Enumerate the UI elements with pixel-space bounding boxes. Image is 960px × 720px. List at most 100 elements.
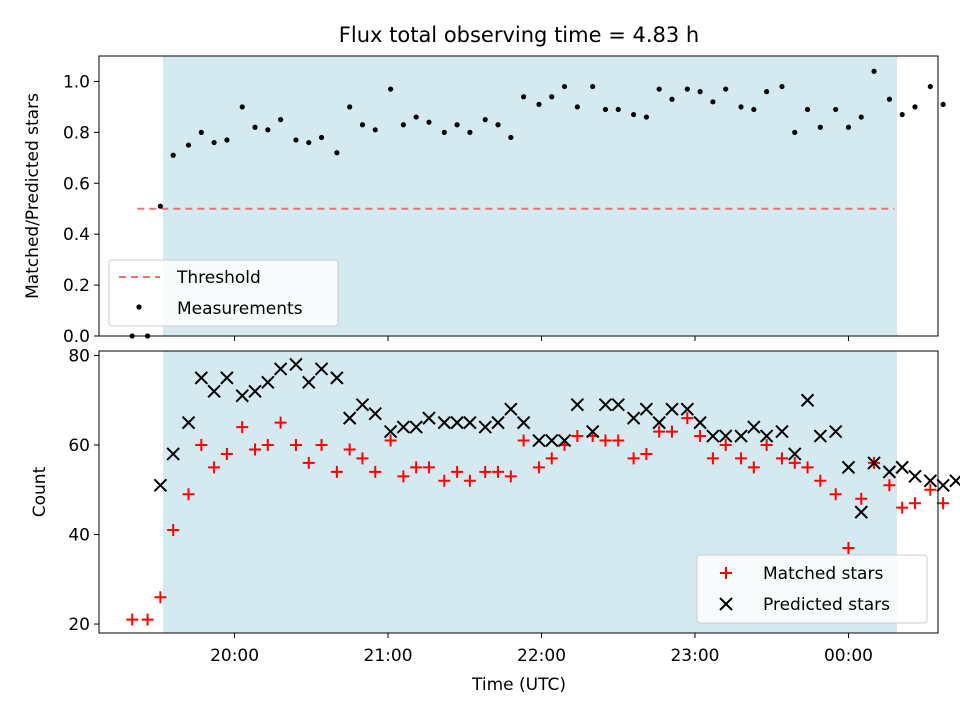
predicted-star-point [330, 371, 344, 385]
predicted-star-point [355, 398, 370, 412]
predicted-star-point [800, 393, 815, 407]
count-axis-ticks: 20 40 60 80 20:00 21:00 22:00 23:00 00:00 [68, 346, 873, 666]
predicted-star-point [854, 505, 868, 519]
count-axes-frame [98, 350, 939, 634]
matched-star-point [829, 488, 842, 501]
matched-star-point [532, 461, 545, 474]
x-tick-label: 00:00 [824, 646, 873, 666]
predicted-star-point [680, 402, 695, 416]
ratio-legend: Threshold Measurements [108, 259, 339, 327]
measurement-point [400, 122, 406, 128]
measurement-point [669, 96, 675, 102]
predicted-star-point [383, 424, 398, 439]
ratio-y-axis-label: Matched/Predicted stars [23, 93, 43, 299]
measurement-point [615, 106, 621, 113]
matched-star-point [492, 465, 505, 478]
predicted-star-point [396, 420, 411, 434]
measurement-point [912, 104, 918, 110]
ratio-legend-box [108, 259, 339, 327]
measurement-point [536, 101, 542, 107]
matched-star-point [422, 461, 435, 474]
predicted-star-point [166, 447, 180, 461]
matched-star-point [665, 425, 678, 438]
y-tick-label: 0.6 [63, 174, 90, 194]
predicted-star-point [841, 460, 856, 475]
legend-measurements-swatch [136, 304, 142, 310]
predicted-star-point [908, 469, 922, 484]
matched-star-point [343, 443, 356, 456]
matched-star-point [356, 452, 369, 465]
predicted-star-point [570, 398, 585, 412]
measurement-point [495, 122, 501, 128]
matched-star-point [220, 447, 233, 460]
y-tick-label: 40 [68, 526, 90, 546]
ratio-marks [129, 68, 946, 339]
predicted-star-point [882, 465, 897, 479]
predicted-star-point [314, 362, 329, 376]
matched-star-point [612, 434, 625, 447]
matched-star-point [760, 439, 773, 451]
measurement-point [684, 86, 690, 92]
matched-star-point [842, 541, 855, 554]
matched-star-point [182, 488, 195, 501]
measurement-point [899, 111, 905, 118]
predicted-star-point [422, 411, 436, 425]
measurement-point [927, 83, 933, 90]
measurement-point [467, 129, 473, 135]
predicted-star-point [949, 474, 960, 488]
matched-star-point [249, 443, 262, 456]
measurement-point [278, 117, 284, 123]
predicted-star-point [813, 429, 828, 443]
matched-star-point [517, 434, 530, 447]
predicted-star-point [491, 415, 505, 430]
measurement-point [845, 124, 852, 130]
predicted-star-point [194, 371, 209, 385]
measurement-point [590, 83, 596, 90]
matched-star-point [315, 439, 328, 451]
legend-predicted-swatch [719, 597, 733, 611]
measurement-point [454, 122, 460, 128]
chart-title: Flux total observing time = 4.83 h [339, 23, 699, 47]
matched-star-point [801, 461, 814, 474]
measurement-point [185, 142, 192, 148]
measurement-point [792, 129, 798, 135]
matched-star-point [694, 430, 707, 443]
legend-predicted-label: Predicted stars [763, 595, 890, 615]
y-tick-label: 0.2 [63, 276, 90, 296]
measurement-point [265, 127, 271, 133]
predicted-star-point [273, 362, 288, 376]
measurement-point [833, 106, 839, 113]
predicted-star-point [611, 398, 625, 412]
measurement-point [388, 86, 394, 92]
predicted-star-point [289, 357, 303, 372]
measurement-point [318, 134, 325, 141]
predicted-star-point [248, 384, 262, 398]
legend-matched-label: Matched stars [763, 564, 883, 584]
predicted-star-point [153, 478, 168, 492]
measurement-point [940, 101, 946, 107]
measurement-point [441, 129, 447, 135]
matched-star-point [463, 474, 476, 487]
measurement-point [252, 124, 258, 130]
matched-star-point [681, 412, 694, 425]
predicted-star-point [775, 424, 789, 439]
matched-star-point [167, 524, 180, 537]
y-tick-label: 0.0 [63, 327, 90, 347]
y-tick-label: 0.8 [63, 123, 90, 143]
matched-star-point [896, 501, 909, 514]
matched-star-point [274, 416, 287, 429]
matched-star-point [384, 434, 397, 447]
matched-star-point [719, 439, 732, 451]
matched-star-point [141, 613, 154, 626]
measurement-point [738, 104, 744, 110]
series-1-points [153, 357, 960, 519]
x-axis-label: Time (UTC) [471, 675, 566, 695]
matched-star-point [747, 461, 760, 474]
predicted-star-point [639, 402, 654, 416]
series-0-points [129, 68, 946, 339]
measurement-point [751, 106, 757, 113]
predicted-star-point [181, 415, 196, 430]
matched-star-point [330, 465, 343, 478]
matched-star-point [937, 497, 950, 510]
